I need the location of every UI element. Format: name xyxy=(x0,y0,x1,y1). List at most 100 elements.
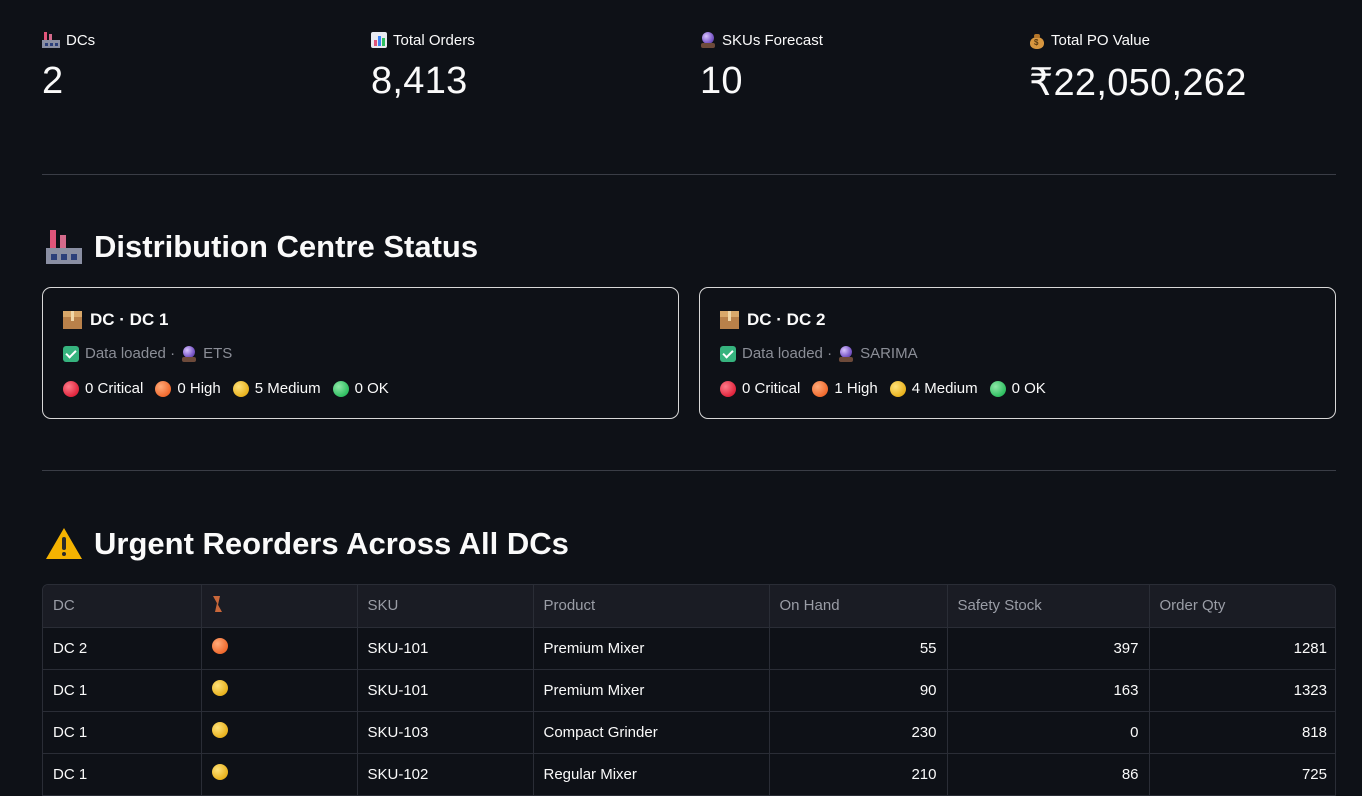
metric-label: SKUs Forecast xyxy=(722,31,823,49)
high-dot-icon xyxy=(155,380,172,397)
metrics-row: DCs 2 Total Orders 8,413 SKUs Forecast xyxy=(42,30,1336,110)
critical-count: 0 Critical xyxy=(742,380,801,397)
cell-on-hand[interactable]: 55 xyxy=(769,627,948,670)
metric-label: Total Orders xyxy=(393,31,475,49)
cell-product[interactable]: Premium Mixer xyxy=(533,627,770,670)
medium-dot-icon xyxy=(211,722,228,738)
cell-sku[interactable]: SKU-101 xyxy=(357,669,534,712)
cell-order-qty[interactable]: 818 xyxy=(1149,711,1335,754)
cell-product[interactable]: Premium Mixer xyxy=(533,669,770,712)
crystal-ball-icon xyxy=(838,345,854,362)
critical-dot-icon xyxy=(63,380,79,397)
cell-on-hand[interactable]: 210 xyxy=(769,753,948,796)
medium-count: 4 Medium xyxy=(911,380,978,397)
ok-dot-icon xyxy=(332,380,349,397)
column-header-on-hand[interactable]: On Hand xyxy=(769,585,948,628)
metric-total-po-value: $ Total PO Value ₹22,050,262 xyxy=(1029,30,1247,105)
cell-order-qty[interactable]: 725 xyxy=(1149,753,1335,796)
section-title: Urgent Reorders Across All DCs xyxy=(94,526,569,561)
medium-dot-icon xyxy=(232,380,249,397)
high-count: 0 High xyxy=(177,380,221,397)
column-header-order-qty[interactable]: Order Qty xyxy=(1149,585,1335,628)
divider xyxy=(42,470,1336,471)
cell-dc[interactable]: DC 1 xyxy=(43,711,202,754)
dc-card-title: DC · DC 2 xyxy=(747,310,826,329)
metric-value: 10 xyxy=(700,60,743,102)
cell-sku[interactable]: SKU-101 xyxy=(357,627,534,670)
metric-value: 2 xyxy=(42,60,64,102)
dc-status-heading: Distribution Centre Status xyxy=(46,229,478,265)
cell-priority[interactable] xyxy=(201,627,358,670)
cell-dc[interactable]: DC 2 xyxy=(43,627,202,670)
metric-value: 8,413 xyxy=(371,60,468,102)
table-row[interactable]: DC 2 SKU-101 Premium Mixer 55 397 1281 xyxy=(43,627,1335,670)
dc-status-text: Data loaded · xyxy=(85,345,176,362)
cell-sku[interactable]: SKU-103 xyxy=(357,711,534,754)
high-dot-icon xyxy=(211,638,228,654)
cell-product[interactable]: Regular Mixer xyxy=(533,753,770,796)
high-count: 1 High xyxy=(834,380,878,397)
package-icon xyxy=(63,311,82,329)
table-header-row: DC SKU Product On Hand Safety Stock Orde… xyxy=(43,585,1335,628)
cell-product[interactable]: Compact Grinder xyxy=(533,711,770,754)
cell-safety-stock[interactable]: 397 xyxy=(947,627,1150,670)
lightning-icon xyxy=(212,595,222,612)
dc-card-dc1: DC · DC 1 Data loaded · ETS 0 Critical 0… xyxy=(42,287,679,419)
section-title: Distribution Centre Status xyxy=(94,229,479,264)
dc-model-name: SARIMA xyxy=(860,345,918,362)
column-header-dc[interactable]: DC xyxy=(43,585,202,628)
urgent-reorders-table[interactable]: DC SKU Product On Hand Safety Stock Orde… xyxy=(42,584,1336,796)
cell-order-qty[interactable]: 1281 xyxy=(1149,627,1335,670)
check-icon xyxy=(63,345,79,362)
cell-on-hand[interactable]: 90 xyxy=(769,669,948,712)
high-dot-icon xyxy=(812,380,829,397)
medium-dot-icon xyxy=(211,680,228,696)
medium-dot-icon xyxy=(889,380,906,397)
urgent-reorders-heading: Urgent Reorders Across All DCs xyxy=(46,526,569,562)
dc-model-name: ETS xyxy=(203,345,233,362)
metric-skus-forecast: SKUs Forecast 10 xyxy=(700,30,823,103)
ok-dot-icon xyxy=(989,380,1006,397)
ok-count: 0 OK xyxy=(1011,380,1046,397)
cell-safety-stock[interactable]: 163 xyxy=(947,669,1150,712)
medium-count: 5 Medium xyxy=(254,380,321,397)
cell-priority[interactable] xyxy=(201,711,358,754)
crystal-ball-icon xyxy=(181,345,197,362)
medium-dot-icon xyxy=(211,764,228,780)
metric-total-orders: Total Orders 8,413 xyxy=(371,30,475,103)
column-header-priority[interactable] xyxy=(201,585,358,628)
critical-count: 0 Critical xyxy=(85,380,144,397)
dc-status-text: Data loaded · xyxy=(742,345,833,362)
cell-sku[interactable]: SKU-102 xyxy=(357,753,534,796)
cell-dc[interactable]: DC 1 xyxy=(43,669,202,712)
table-row[interactable]: DC 1 SKU-103 Compact Grinder 230 0 818 xyxy=(43,711,1335,754)
bar-chart-icon xyxy=(371,32,387,48)
column-header-sku[interactable]: SKU xyxy=(357,585,534,628)
cell-dc[interactable]: DC 1 xyxy=(43,753,202,796)
factory-icon xyxy=(42,32,60,48)
cell-order-qty[interactable]: 1323 xyxy=(1149,669,1335,712)
cell-priority[interactable] xyxy=(201,669,358,712)
column-header-safety-stock[interactable]: Safety Stock xyxy=(947,585,1150,628)
factory-icon xyxy=(46,230,82,264)
ok-count: 0 OK xyxy=(354,380,389,397)
cell-safety-stock[interactable]: 0 xyxy=(947,711,1150,754)
divider xyxy=(42,174,1336,175)
column-header-product[interactable]: Product xyxy=(533,585,770,628)
cell-on-hand[interactable]: 230 xyxy=(769,711,948,754)
money-bag-icon: $ xyxy=(1029,32,1045,49)
table-row[interactable]: DC 1 SKU-102 Regular Mixer 210 86 725 xyxy=(43,753,1335,796)
check-icon xyxy=(720,345,736,362)
metric-label: Total PO Value xyxy=(1051,31,1150,49)
cell-priority[interactable] xyxy=(201,753,358,796)
dc-card-title: DC · DC 1 xyxy=(90,310,169,329)
package-icon xyxy=(720,311,739,329)
metric-dcs: DCs 2 xyxy=(42,30,95,103)
warning-icon xyxy=(46,528,82,560)
metric-value: ₹22,050,262 xyxy=(1029,62,1247,104)
metric-label: DCs xyxy=(66,31,96,49)
dc-card-dc2: DC · DC 2 Data loaded · SARIMA 0 Critica… xyxy=(699,287,1336,419)
table-row[interactable]: DC 1 SKU-101 Premium Mixer 90 163 1323 xyxy=(43,669,1335,712)
cell-safety-stock[interactable]: 86 xyxy=(947,753,1150,796)
